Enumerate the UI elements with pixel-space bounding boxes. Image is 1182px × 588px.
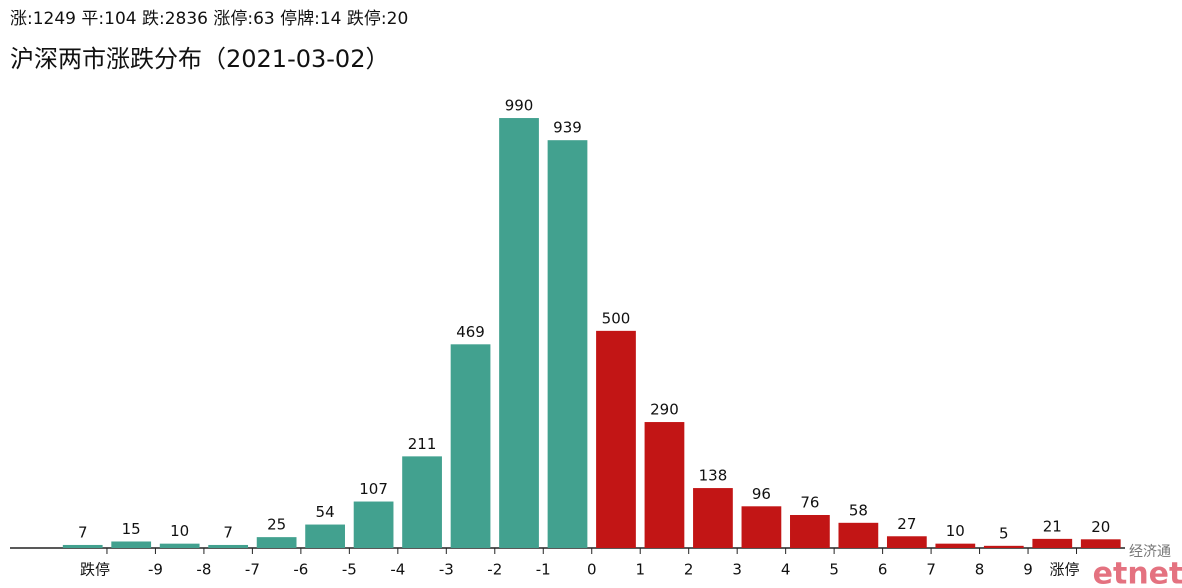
- bar: [499, 118, 539, 548]
- bar: [208, 544, 249, 548]
- bar: [983, 545, 1024, 548]
- value-label: 7: [223, 523, 233, 541]
- value-label: 7: [78, 523, 88, 541]
- value-label: 15: [122, 520, 141, 538]
- value-label: 211: [408, 435, 437, 453]
- bar: [1032, 538, 1073, 548]
- bar: [159, 543, 200, 548]
- bar: [1080, 539, 1121, 548]
- value-label: 107: [359, 480, 388, 498]
- x-tick-label: 涨停: [1050, 561, 1080, 579]
- bar: [547, 140, 588, 548]
- value-label: 21: [1043, 517, 1062, 535]
- value-label: 10: [946, 522, 965, 540]
- value-label: 10: [170, 522, 189, 540]
- bar: [450, 344, 491, 548]
- x-tick-label: -9: [148, 561, 163, 579]
- value-label: 58: [849, 501, 868, 519]
- bar: [790, 514, 830, 548]
- bar: [838, 522, 879, 548]
- x-tick-label: 2: [684, 561, 694, 579]
- bar: [886, 536, 927, 548]
- value-label: 76: [800, 493, 819, 511]
- x-tick-label: -7: [245, 561, 260, 579]
- bar: [596, 330, 636, 548]
- x-tick-label: -8: [196, 561, 211, 579]
- bar: [741, 506, 782, 548]
- x-tick-label: -4: [390, 561, 405, 579]
- bar: [935, 543, 976, 548]
- value-label: 27: [897, 515, 916, 533]
- x-tick-label: 4: [781, 561, 791, 579]
- x-tick-label: 1: [635, 561, 645, 579]
- value-label: 469: [456, 323, 485, 341]
- value-label: 939: [553, 119, 582, 137]
- watermark-cn: 经济通: [1129, 544, 1171, 560]
- bar: [693, 488, 733, 548]
- value-label: 54: [316, 503, 335, 521]
- x-tick-label: 7: [926, 561, 936, 579]
- x-tick-label: 0: [587, 561, 597, 579]
- value-label: 96: [752, 485, 771, 503]
- value-label: 990: [505, 97, 534, 115]
- x-tick-label: 5: [829, 561, 839, 579]
- bar: [353, 501, 394, 548]
- chart-subtitle: 涨:1249 平:104 跌:2836 涨停:63 停牌:14 跌停:20: [10, 9, 408, 29]
- value-label: 25: [267, 516, 286, 534]
- x-tick-label: -2: [487, 561, 502, 579]
- value-label: 5: [999, 524, 1009, 542]
- value-label: 290: [650, 401, 679, 419]
- bar: [62, 544, 103, 548]
- bar: [111, 541, 152, 548]
- x-tick-label: 跌停: [80, 561, 110, 579]
- x-tick-label: -6: [293, 561, 308, 579]
- x-tick-label: 6: [878, 561, 888, 579]
- value-label: 500: [602, 309, 631, 327]
- x-tick-label: -5: [342, 561, 357, 579]
- bar: [256, 537, 297, 548]
- bar: [644, 422, 685, 548]
- bar: [305, 524, 345, 548]
- value-label: 20: [1091, 518, 1110, 536]
- x-tick-label: 3: [732, 561, 742, 579]
- x-tick-label: 8: [975, 561, 985, 579]
- bar: [402, 456, 442, 548]
- chart-title: 沪深两市涨跌分布（2021-03-02）: [10, 45, 389, 73]
- x-tick-label: -3: [439, 561, 454, 579]
- x-tick-label: -1: [536, 561, 551, 579]
- value-label: 138: [699, 467, 728, 485]
- watermark-logo: etnet: [1093, 557, 1182, 588]
- x-tick-label: 9: [1023, 561, 1033, 579]
